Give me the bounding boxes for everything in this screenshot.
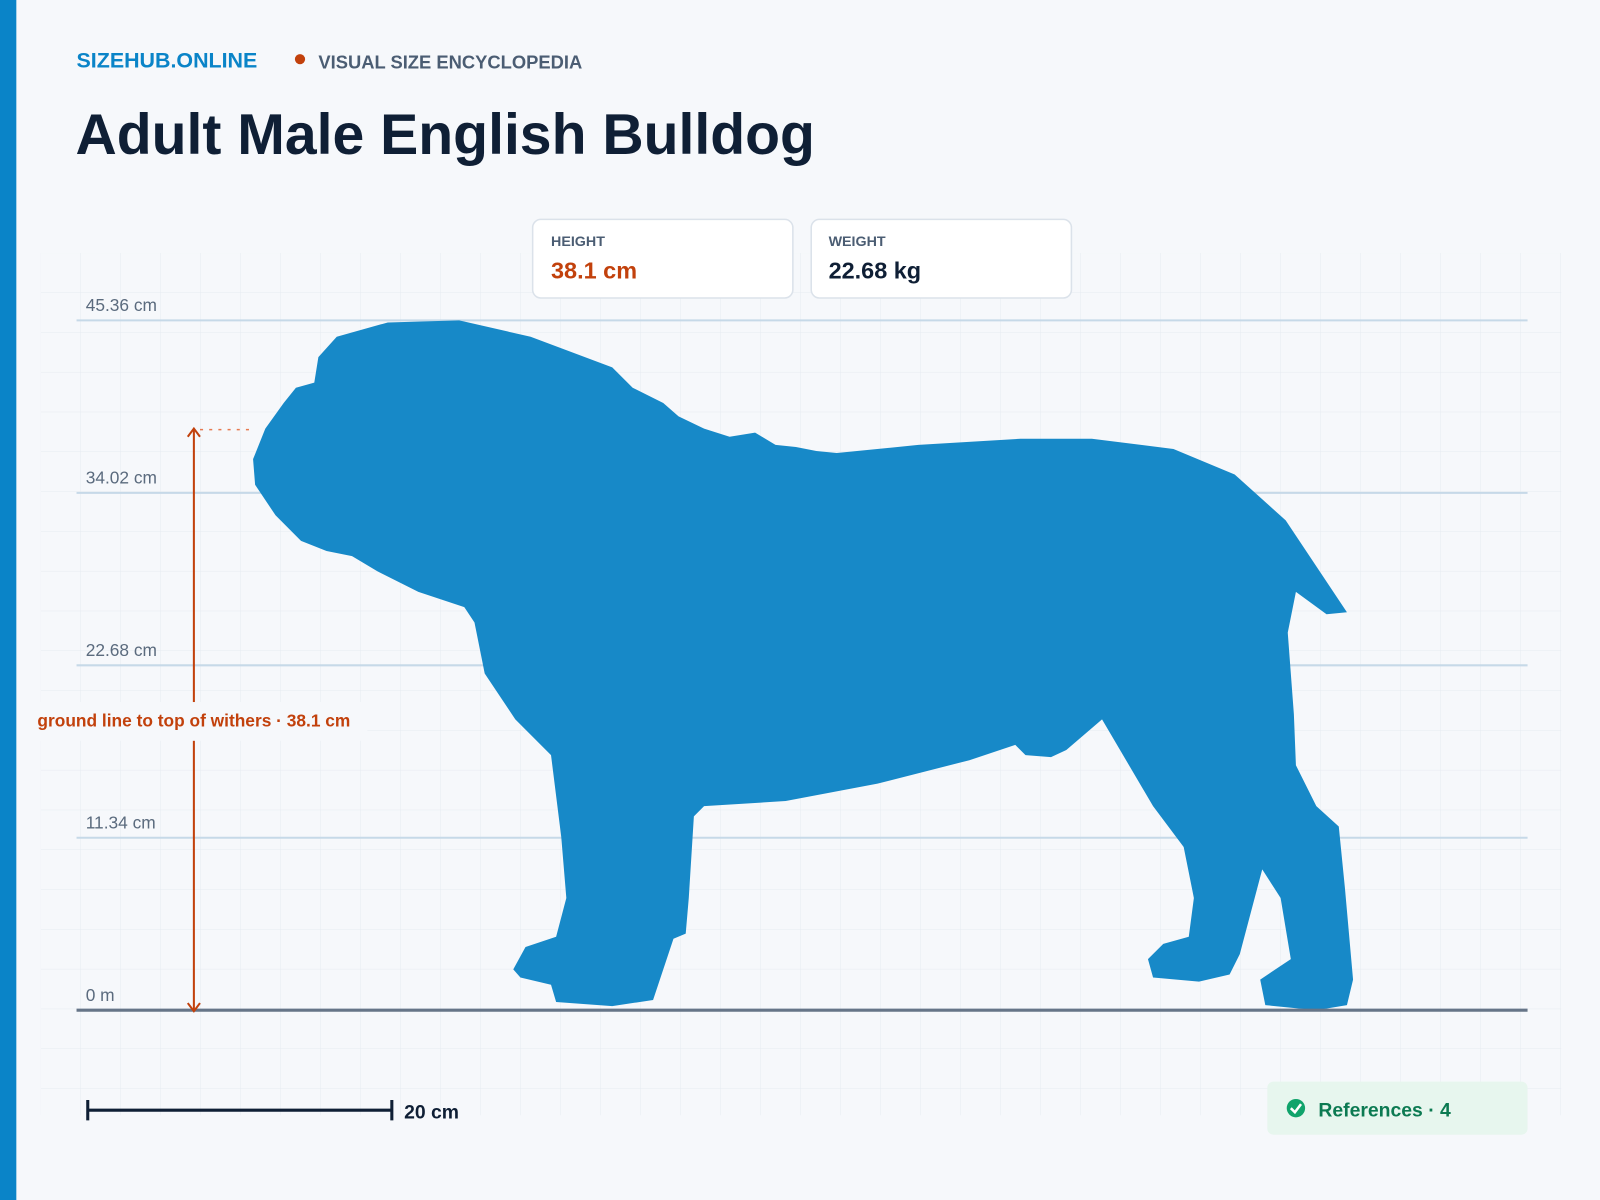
references-bg[interactable] [1267, 1081, 1528, 1135]
references-label[interactable]: References · 4 [1318, 1099, 1451, 1121]
accent-bar [0, 0, 17, 1200]
height-measure: ground line to top of withers · 38.1 cm [20, 426, 368, 1013]
level-label: 22.68 cm [86, 640, 157, 660]
stat-cards: HEIGHT 38.1 cm WEIGHT 22.68 kg [531, 218, 1073, 299]
stat-card [810, 218, 1073, 299]
brand: SIZEHUB.ONLINE [77, 48, 258, 72]
annotation: ground line to top of withers · 38.1 cm [37, 711, 350, 731]
scale-bar: 20 cm [86, 1100, 459, 1123]
stat-label: WEIGHT [829, 234, 886, 250]
tagline: VISUAL SIZE ENCYCLOPEDIA [318, 51, 582, 72]
stat-value: 38.1 cm [551, 258, 637, 284]
separator-dot [294, 54, 306, 65]
references-badge[interactable]: References · 4 [1267, 1081, 1528, 1135]
measure-arrows [186, 426, 201, 1013]
level-label: 0 m [86, 985, 115, 1005]
scale-bar-label: 20 cm [404, 1101, 459, 1123]
page-title: Adult Male English Bulldog [76, 103, 815, 167]
check-icon [1286, 1098, 1306, 1118]
stat-label: HEIGHT [551, 234, 605, 250]
level-label: 45.36 cm [86, 295, 157, 315]
level-label: 34.02 cm [86, 468, 157, 488]
dog-silhouette [253, 320, 1354, 1011]
stat-value: 22.68 kg [829, 258, 922, 284]
scale-bar-line [86, 1100, 394, 1121]
annotation-bg [20, 702, 368, 741]
stat-card [531, 218, 794, 299]
check-mark [1289, 1103, 1303, 1115]
level-label: 11.34 cm [86, 813, 156, 833]
